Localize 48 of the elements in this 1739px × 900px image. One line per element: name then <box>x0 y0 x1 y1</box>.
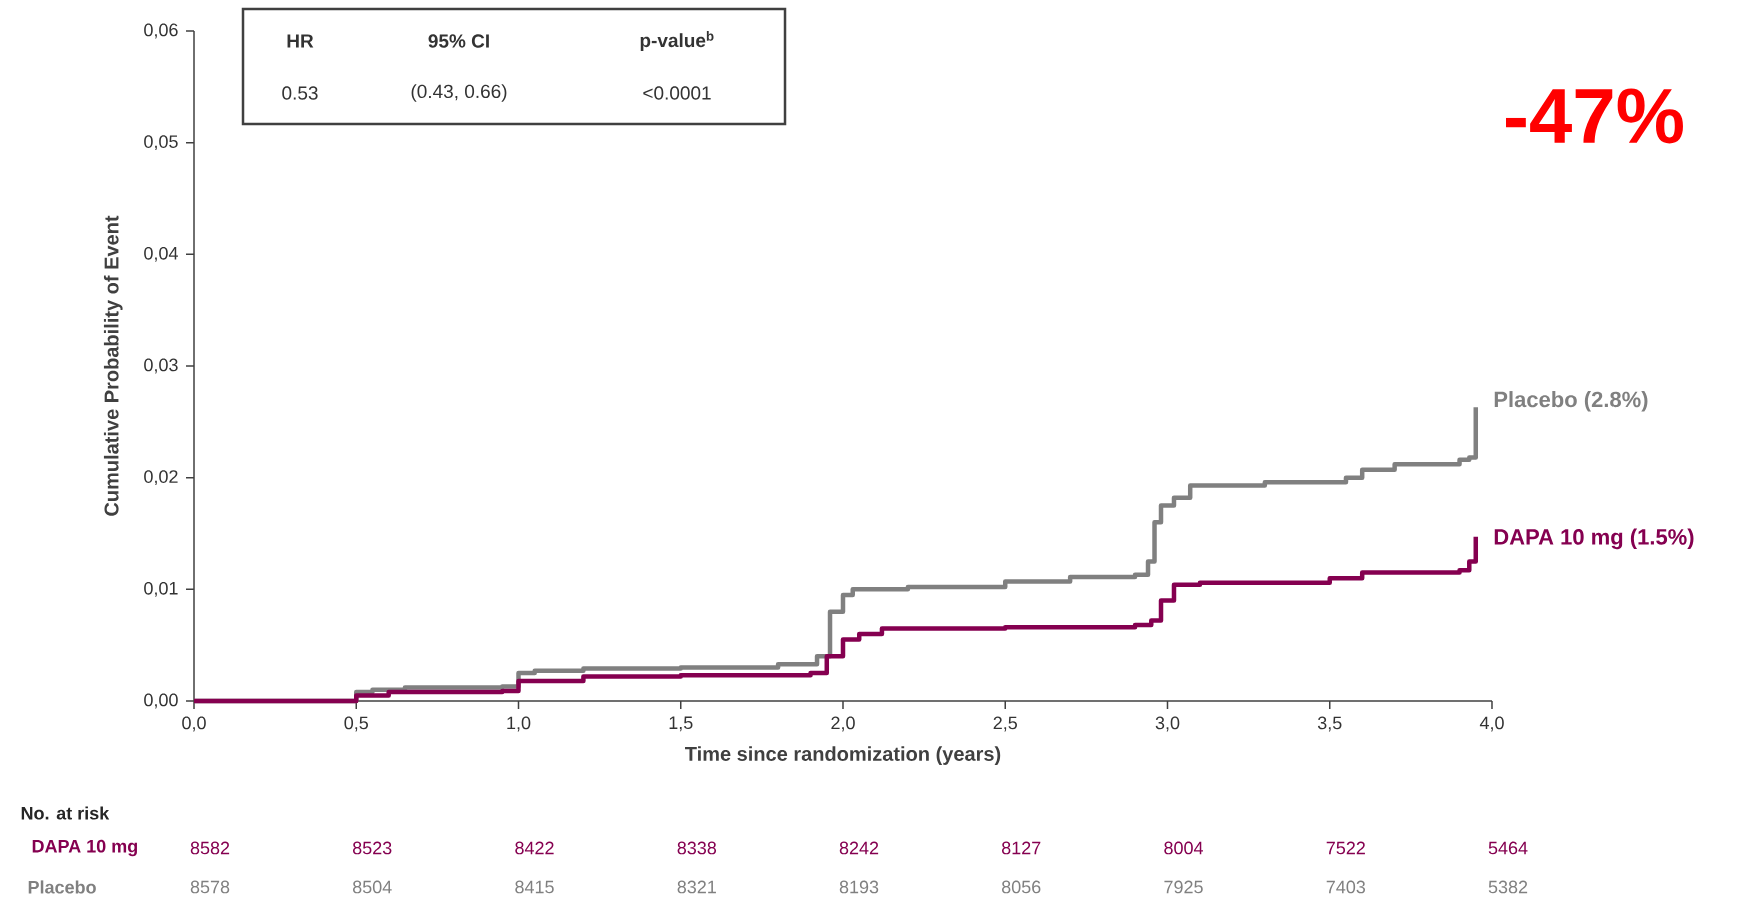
annotation: 0.53 <box>282 86 318 100</box>
text: 7522 <box>1326 841 1365 855</box>
text: 5382 <box>1488 880 1528 894</box>
series-label: Placebo (2.8%) <box>1494 391 1648 412</box>
text: 8582 <box>190 841 230 855</box>
x-axis-title: Time since randomization (years) <box>685 746 1001 765</box>
series-label: DAPA 10 mg (1.5%) <box>1494 528 1694 550</box>
text: DAPA 10 mg <box>32 839 137 857</box>
annotation: <0.0001 <box>643 86 711 100</box>
y-tick-label: 0,01 <box>144 581 178 597</box>
text: 8056 <box>1001 880 1041 894</box>
text: 8422 <box>515 841 554 855</box>
x-tick-label: 1,5 <box>669 716 693 732</box>
text: 5464 <box>1488 841 1528 855</box>
text: 8321 <box>677 880 716 894</box>
text: 8127 <box>1001 841 1041 855</box>
y-tick-label: 0,00 <box>144 693 178 709</box>
annotation: 95% CI <box>428 34 489 48</box>
annotation: p-value$^{b}$ <box>640 31 714 51</box>
text: Placebo <box>28 880 96 894</box>
text: 8193 <box>839 880 879 894</box>
text: 8578 <box>190 880 230 894</box>
x-tick-label: 3,0 <box>1155 716 1180 732</box>
x-tick-label: 2,5 <box>993 716 1017 732</box>
text: No. at risk <box>21 806 110 820</box>
y-tick-label: 0,05 <box>144 135 178 151</box>
y-tick-label: 0,04 <box>144 246 178 262</box>
x-tick-label: 2,0 <box>831 716 855 732</box>
x-tick-label: 0,5 <box>344 716 369 732</box>
y-tick-label: 0,02 <box>144 470 178 486</box>
annotation: (0.43, 0.66) <box>411 84 507 102</box>
text: 8338 <box>677 841 717 855</box>
text: 8504 <box>352 880 392 894</box>
x-tick-label: 0,0 <box>182 716 206 732</box>
text: 8242 <box>839 841 879 855</box>
text: 7925 <box>1164 880 1203 894</box>
text: 8004 <box>1164 841 1204 855</box>
x-tick-label: 4,0 <box>1479 716 1504 732</box>
y-tick-label: 0,06 <box>144 23 178 39</box>
annotation: HR <box>287 34 314 48</box>
text: -47% <box>1506 88 1683 144</box>
y-axis-title: Cumulative Probability of Event <box>103 215 123 516</box>
y-tick-label: 0,03 <box>144 358 178 374</box>
text: 7403 <box>1326 880 1366 894</box>
x-tick-label: 3,5 <box>1317 716 1342 732</box>
text: 8415 <box>515 880 554 894</box>
x-tick-label: 1,0 <box>507 716 531 732</box>
text: 8523 <box>352 841 392 855</box>
